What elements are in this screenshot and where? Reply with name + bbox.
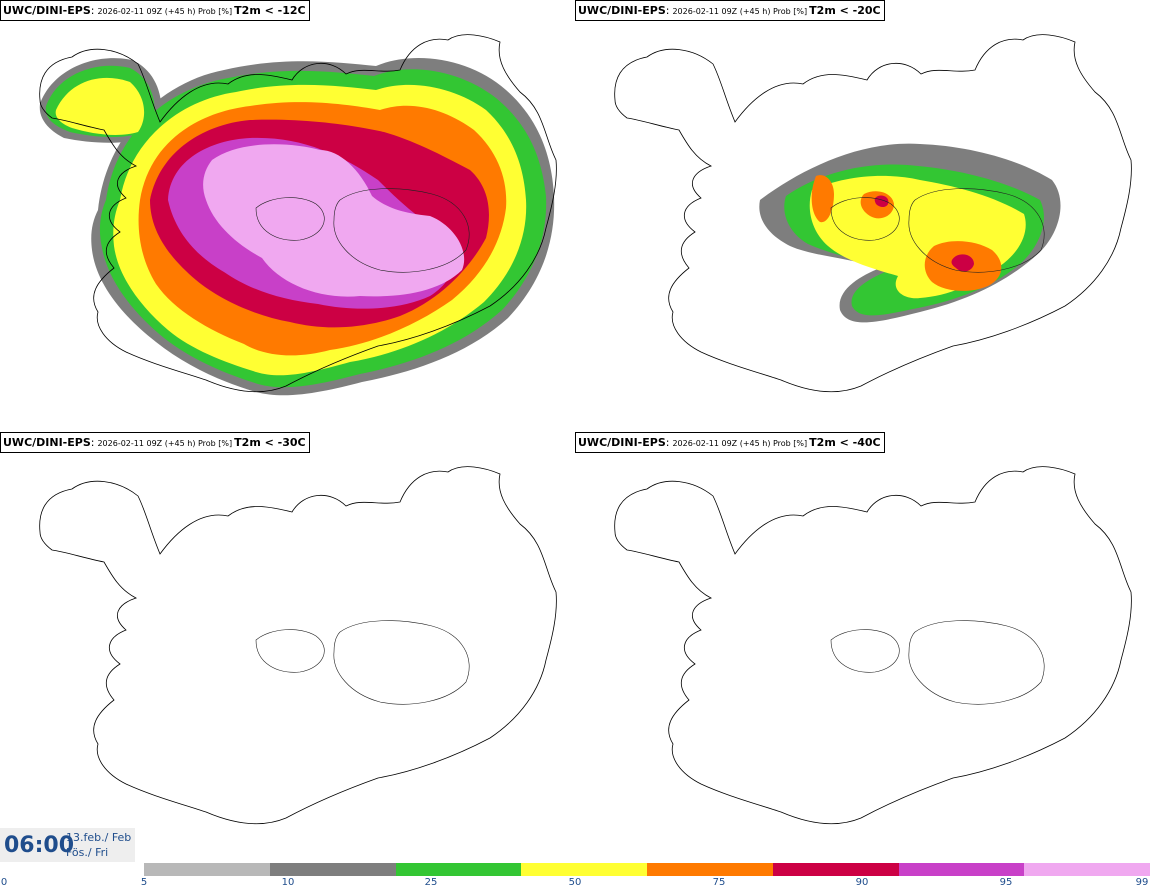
run-info: 2026-02-11 09Z (+45 h) Prob [%] (672, 439, 808, 448)
model-name: UWC/DINI-EPS (578, 436, 666, 449)
model-name: UWC/DINI-EPS (3, 4, 91, 17)
legend-segment (144, 863, 270, 876)
probability-map (39, 466, 557, 825)
panel-title: UWC/DINI-EPS: 2026-02-11 09Z (+45 h) Prob… (575, 432, 885, 453)
legend-tick-label: 99 (1135, 877, 1149, 888)
run-info: 2026-02-11 09Z (+45 h) Prob [%] (97, 439, 233, 448)
panel-title: UWC/DINI-EPS: 2026-02-11 09Z (+45 h) Prob… (575, 0, 885, 21)
probability-map (39, 34, 557, 396)
probability-map (614, 466, 1132, 825)
coastline (39, 466, 557, 825)
legend-segment (395, 863, 522, 876)
legend-segment (269, 863, 396, 876)
legend-segment (772, 863, 899, 876)
legend-tick-label: 50 (568, 877, 582, 888)
panel-title: UWC/DINI-EPS: 2026-02-11 09Z (+45 h) Prob… (0, 0, 310, 21)
map-panel-4: UWC/DINI-EPS: 2026-02-11 09Z (+45 h) Prob… (575, 432, 1150, 864)
model-name: UWC/DINI-EPS (3, 436, 91, 449)
probability-map (614, 34, 1132, 393)
panel-title: UWC/DINI-EPS: 2026-02-11 09Z (+45 h) Prob… (0, 432, 310, 453)
run-info: 2026-02-11 09Z (+45 h) Prob [%] (672, 7, 808, 16)
valid-time-box: 06:00 13.feb./ Feb Fös./ Fri (0, 828, 135, 862)
color-legend-ticks: 0 5 10 25 50 75 90 95 99 (0, 877, 1150, 891)
valid-day: Fös./ Fri (66, 846, 109, 859)
glacier-outlines (255, 620, 470, 705)
legend-tick-label: 5 (140, 877, 148, 888)
legend-tick-label: 90 (855, 877, 869, 888)
probability-fill (39, 58, 555, 396)
legend-tick-label: 25 (424, 877, 438, 888)
color-legend-bar (144, 863, 1150, 876)
run-info: 2026-02-11 09Z (+45 h) Prob [%] (97, 7, 233, 16)
legend-tick-label: 0 (0, 877, 8, 888)
legend-segment (1024, 863, 1150, 876)
map-panel-3: UWC/DINI-EPS: 2026-02-11 09Z (+45 h) Prob… (0, 432, 575, 864)
legend-segment (647, 863, 773, 876)
probability-fill (759, 143, 1061, 323)
model-name: UWC/DINI-EPS (578, 4, 666, 17)
legend-tick-label: 95 (999, 877, 1013, 888)
valid-date: 13.feb./ Feb (66, 831, 132, 844)
legend-segment (521, 863, 647, 876)
map-panel-2: UWC/DINI-EPS: 2026-02-11 09Z (+45 h) Prob… (575, 0, 1150, 432)
glacier-outlines (830, 188, 1045, 273)
threshold-label: T2m < -20C (809, 4, 881, 17)
legend-segment (898, 863, 1025, 876)
coastline (614, 466, 1132, 825)
threshold-label: T2m < -30C (234, 436, 306, 449)
map-panel-1: UWC/DINI-EPS: 2026-02-11 09Z (+45 h) Prob… (0, 0, 575, 432)
threshold-label: T2m < -40C (809, 436, 881, 449)
glacier-outlines (255, 188, 470, 273)
valid-time: 06:00 (4, 833, 75, 858)
threshold-label: T2m < -12C (234, 4, 306, 17)
legend-tick-label: 75 (712, 877, 726, 888)
glacier-outlines (830, 620, 1045, 705)
legend-tick-label: 10 (281, 877, 295, 888)
